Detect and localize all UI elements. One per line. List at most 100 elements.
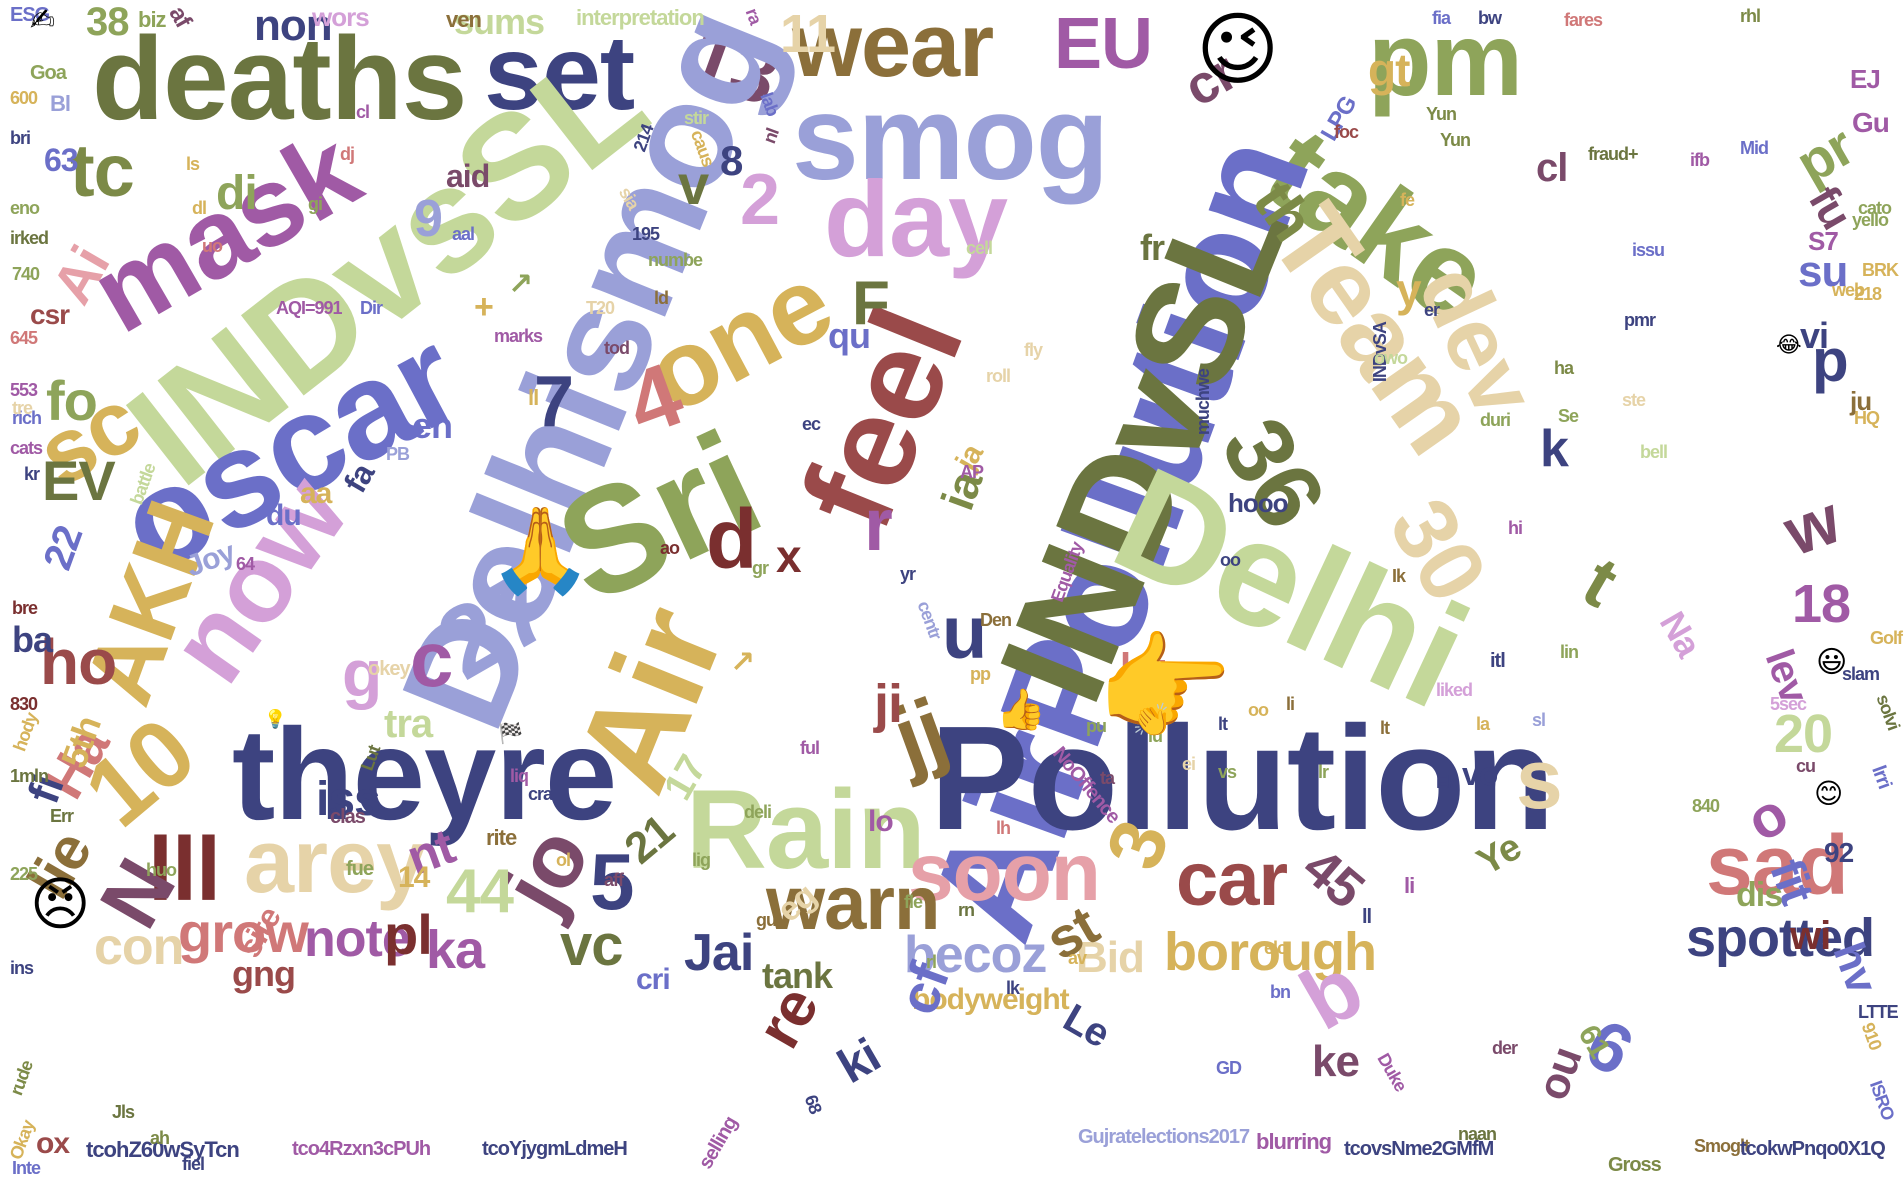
word: ra	[741, 5, 766, 27]
word: EV	[42, 449, 116, 512]
word: li	[1286, 694, 1295, 714]
word: theyre	[232, 701, 617, 847]
word: okey	[368, 658, 411, 680]
word: 7	[534, 362, 574, 442]
word: lin	[1560, 642, 1579, 662]
word: ls	[186, 154, 200, 174]
word: ox	[36, 1127, 70, 1160]
word: ha	[1554, 358, 1574, 378]
word: Duke	[1373, 1049, 1411, 1095]
word: cell	[966, 238, 993, 258]
word: ah	[150, 1128, 170, 1148]
word: slam	[1842, 664, 1880, 684]
thumbs-up-icon: 👍	[996, 688, 1046, 732]
word: ste	[1622, 390, 1646, 410]
word: fares	[1564, 10, 1603, 30]
word: pm	[1368, 2, 1523, 118]
word: su	[1798, 247, 1848, 296]
word: gt	[1368, 44, 1410, 96]
word: lh	[996, 818, 1011, 838]
word: d	[706, 492, 757, 586]
word: AQI=991	[276, 298, 343, 318]
word: hi	[1508, 518, 1523, 538]
word: g	[342, 636, 382, 710]
word: li	[1404, 873, 1415, 898]
word: fue	[346, 858, 374, 880]
word: fiel	[182, 1154, 205, 1174]
word: Ik	[1392, 566, 1406, 586]
word: Rain	[686, 767, 926, 892]
word: tc	[70, 129, 135, 212]
word: lu	[1148, 726, 1163, 746]
word: aid	[446, 158, 490, 194]
word: gng	[232, 953, 296, 994]
word: interpretation	[576, 5, 705, 30]
word: ou	[1527, 1040, 1592, 1107]
word: ao	[660, 538, 680, 558]
word: ll	[528, 385, 539, 410]
word: ba	[12, 619, 53, 660]
word: x	[776, 530, 802, 582]
word: 840	[1692, 796, 1720, 816]
word: kr	[24, 464, 40, 484]
word: 5sec	[1770, 694, 1807, 714]
word: Gujratelections2017	[1078, 1126, 1250, 1148]
winking-face-icon: 😉	[1196, 5, 1280, 94]
word: solvi	[1872, 691, 1904, 733]
word: s	[1516, 732, 1563, 826]
word: 553	[10, 380, 38, 400]
word: hooo	[1228, 488, 1289, 518]
word: ec	[802, 414, 821, 434]
word: ISRO	[1865, 1077, 1899, 1123]
word: ei	[1182, 754, 1196, 774]
word: aa	[300, 477, 332, 510]
word: liked	[1436, 680, 1473, 700]
word: pmr	[1624, 310, 1656, 330]
word: tra	[384, 702, 433, 746]
word: ll	[1362, 906, 1372, 928]
word: BRK	[1862, 260, 1899, 280]
word: hu	[1120, 646, 1168, 690]
word: cra	[528, 784, 553, 804]
word: fr	[1140, 227, 1165, 268]
word: Yun	[1426, 104, 1457, 124]
word: EJ	[1850, 64, 1881, 94]
small-face-icon: 😂	[1776, 332, 1802, 357]
word: av	[1068, 948, 1087, 968]
word: bw	[1478, 8, 1502, 28]
word: 1mln	[10, 766, 49, 786]
word: selling	[694, 1113, 742, 1173]
word: stir	[684, 108, 709, 128]
word: t	[1569, 541, 1630, 623]
word: liq	[510, 766, 529, 786]
word: Goa	[30, 62, 67, 84]
word: warn	[766, 861, 940, 946]
word: wors	[312, 2, 370, 32]
pointing-hand-icon: 👉	[1096, 623, 1233, 746]
word: 218	[1854, 284, 1882, 304]
word: Yun	[1440, 130, 1471, 150]
word: centr	[913, 598, 946, 642]
word: eno	[10, 198, 40, 218]
word: web	[1832, 280, 1865, 300]
word: vi	[1800, 315, 1829, 356]
word: uo	[202, 236, 223, 256]
word: borough	[1164, 922, 1377, 982]
word: numbe	[648, 250, 703, 270]
word: ven	[446, 7, 482, 32]
word: naan	[1458, 1124, 1497, 1144]
word: Dir	[360, 298, 383, 318]
word: tco4Rzxn3cPUh	[292, 1138, 431, 1160]
word: lig	[692, 850, 711, 870]
word: 22	[35, 520, 92, 576]
word: ifb	[1690, 150, 1710, 170]
word: blurring	[1256, 1129, 1332, 1154]
word: dl	[192, 198, 207, 218]
word: 14	[398, 861, 430, 894]
word: 600	[10, 88, 38, 108]
word: LTTE	[1858, 1002, 1899, 1022]
word: lr	[1318, 762, 1329, 782]
word: pl	[384, 903, 433, 966]
bulb-icon: 💡	[264, 709, 287, 729]
word: ol	[556, 850, 571, 870]
